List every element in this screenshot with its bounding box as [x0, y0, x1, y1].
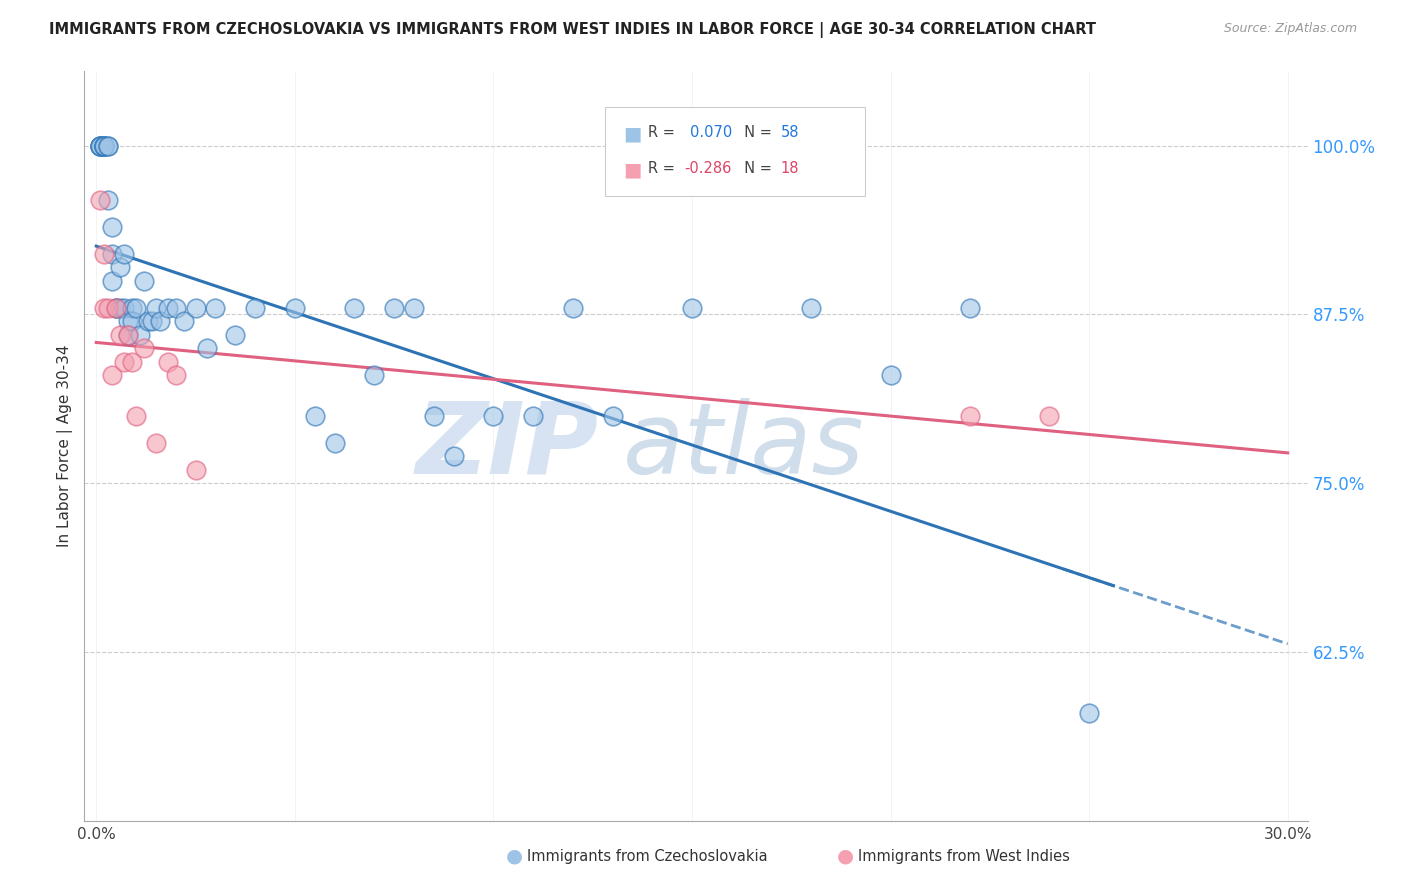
Text: ZIP: ZIP — [415, 398, 598, 494]
Point — [156, 354, 179, 368]
Point — [149, 314, 172, 328]
Point — [105, 301, 128, 315]
Point — [125, 409, 148, 423]
Point — [117, 327, 139, 342]
Point — [1157, 854, 1180, 868]
Point — [959, 301, 981, 315]
Point — [423, 409, 446, 423]
Point — [136, 314, 159, 328]
Point — [129, 327, 152, 342]
Point — [112, 354, 135, 368]
Point — [101, 274, 124, 288]
Point — [184, 462, 207, 476]
Point — [284, 301, 307, 315]
Text: R =: R = — [648, 125, 679, 140]
Point — [105, 301, 128, 315]
Point — [343, 301, 366, 315]
Point — [121, 301, 143, 315]
Point — [112, 301, 135, 315]
Text: 58: 58 — [780, 125, 799, 140]
Text: N =: N = — [735, 161, 778, 176]
Point — [323, 435, 346, 450]
Text: Source: ZipAtlas.com: Source: ZipAtlas.com — [1223, 22, 1357, 36]
Point — [121, 354, 143, 368]
Point — [112, 246, 135, 260]
Point — [959, 409, 981, 423]
Point — [101, 219, 124, 234]
Point — [117, 314, 139, 328]
Point — [97, 138, 120, 153]
Point — [89, 138, 111, 153]
Point — [93, 246, 115, 260]
Point — [184, 301, 207, 315]
Point — [141, 314, 163, 328]
Text: 18: 18 — [780, 161, 799, 176]
Point — [156, 301, 179, 315]
Text: -0.286: -0.286 — [685, 161, 733, 176]
Point — [101, 368, 124, 383]
Point — [443, 449, 465, 463]
Text: IMMIGRANTS FROM CZECHOSLOVAKIA VS IMMIGRANTS FROM WEST INDIES IN LABOR FORCE | A: IMMIGRANTS FROM CZECHOSLOVAKIA VS IMMIGR… — [49, 22, 1097, 38]
Point — [93, 301, 115, 315]
Point — [108, 260, 131, 274]
Point — [97, 138, 120, 153]
Point — [224, 327, 246, 342]
Point — [121, 314, 143, 328]
Text: ■: ■ — [623, 161, 641, 179]
Point — [173, 314, 195, 328]
Text: Immigrants from West Indies: Immigrants from West Indies — [858, 849, 1070, 863]
Text: Immigrants from Czechoslovakia: Immigrants from Czechoslovakia — [527, 849, 768, 863]
Point — [800, 301, 823, 315]
Point — [117, 327, 139, 342]
Point — [363, 368, 385, 383]
Point — [382, 301, 405, 315]
Point — [132, 274, 155, 288]
Point — [879, 368, 901, 383]
Point — [108, 327, 131, 342]
Point — [1038, 409, 1060, 423]
Point — [165, 368, 187, 383]
Text: R =: R = — [648, 161, 679, 176]
Point — [125, 301, 148, 315]
Point — [97, 301, 120, 315]
Point — [89, 138, 111, 153]
Text: atlas: atlas — [623, 398, 865, 494]
Text: ●: ● — [837, 847, 853, 866]
Text: 0.070: 0.070 — [690, 125, 733, 140]
Point — [89, 193, 111, 207]
Point — [89, 138, 111, 153]
Text: 30.0%: 30.0% — [1264, 828, 1312, 842]
Text: 0.0%: 0.0% — [77, 828, 115, 842]
Point — [93, 138, 115, 153]
Point — [101, 246, 124, 260]
Point — [197, 341, 219, 355]
Point — [89, 138, 111, 153]
Point — [93, 138, 115, 153]
Text: ●: ● — [506, 847, 523, 866]
Point — [108, 301, 131, 315]
Point — [93, 138, 115, 153]
Point — [482, 409, 505, 423]
Point — [1078, 706, 1101, 720]
Text: ■: ■ — [623, 125, 641, 144]
Point — [132, 341, 155, 355]
Text: N =: N = — [735, 125, 778, 140]
Point — [402, 301, 425, 315]
Point — [204, 301, 226, 315]
Point — [304, 409, 326, 423]
Y-axis label: In Labor Force | Age 30-34: In Labor Force | Age 30-34 — [58, 344, 73, 548]
Point — [681, 301, 703, 315]
Point — [97, 193, 120, 207]
Point — [105, 301, 128, 315]
Point — [145, 301, 167, 315]
Point — [145, 435, 167, 450]
Point — [602, 409, 624, 423]
Point — [93, 138, 115, 153]
Point — [165, 301, 187, 315]
Point — [561, 301, 583, 315]
Point — [243, 301, 266, 315]
Point — [522, 409, 544, 423]
